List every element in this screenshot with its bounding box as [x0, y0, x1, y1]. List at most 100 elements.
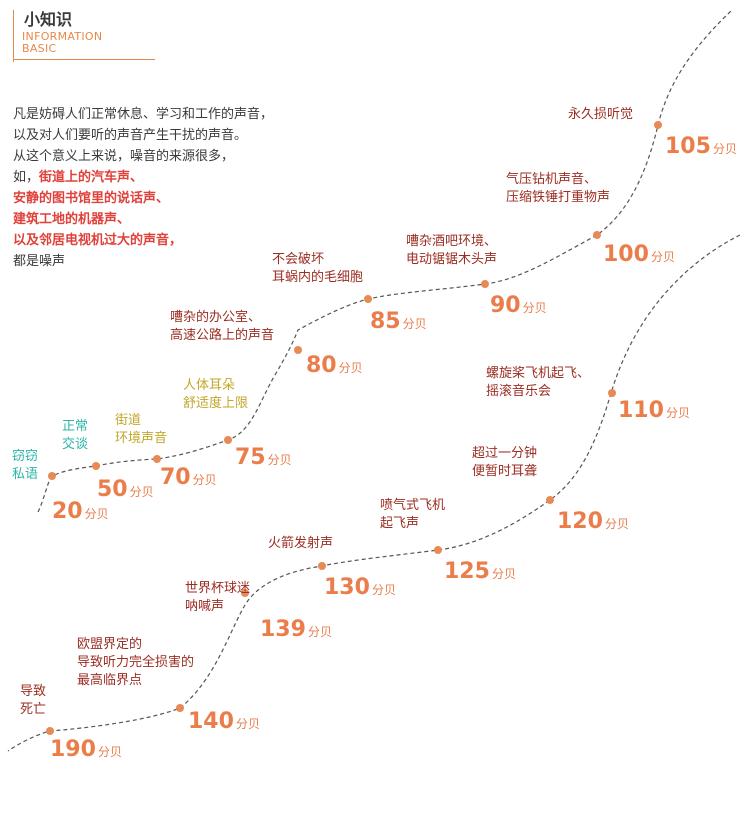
noise-source-label: 嘈杂的办公室、 高速公路上的声音 [170, 309, 274, 345]
decibel-number: 120 [557, 509, 603, 534]
intro-highlight: 街道上的汽车声、 [39, 170, 144, 185]
decibel-number: 50 [97, 477, 128, 502]
decibel-value: 20 分贝 [52, 500, 109, 526]
noise-source-label: 嘈杂酒吧环境、 电动锯锯木头声 [406, 233, 497, 269]
decibel-value: 125 分贝 [444, 560, 516, 586]
intro-line: 以及对人们要听的声音产生干扰的声音。 [13, 128, 248, 143]
decibel-value: 70 分贝 [160, 466, 217, 492]
noise-source-label-line: 嘈杂的办公室、 [170, 310, 262, 325]
point-dot [654, 121, 662, 129]
intro-line: 都是噪声 [13, 254, 66, 269]
noise-source-label-line: 永久损听觉 [568, 107, 634, 122]
intro-highlight: 安静的图书馆里的说话声、 [13, 191, 170, 206]
point-dot [364, 295, 372, 303]
intro-paragraph: 凡是妨碍人们正常休息、学习和工作的声音， 以及对人们要听的声音产生干扰的声音。 … [13, 104, 313, 272]
noise-source-label: 正常 交谈 [62, 418, 88, 454]
decibel-value: 139 分贝 [260, 618, 332, 644]
noise-source-label: 气压钻机声音、 压缩铁锤打重物声 [506, 171, 610, 207]
decibel-number: 70 [160, 465, 191, 490]
decibel-unit: 分贝 [97, 745, 122, 759]
noise-source-label: 世界杯球迷 呐喊声 [185, 580, 250, 616]
decibel-unit: 分贝 [402, 317, 427, 331]
noise-source-label-line: 正常 [62, 419, 89, 434]
noise-source-label: 导致 死亡 [20, 683, 46, 719]
decibel-number: 80 [306, 353, 337, 378]
decibel-unit: 分贝 [129, 485, 154, 499]
noise-source-label: 不会破坏耳蜗内的毛细胞 [272, 251, 363, 287]
noise-source-label-line: 交谈 [62, 437, 89, 452]
decibel-unit: 分贝 [604, 517, 629, 531]
noise-source-label-line: 耳蜗内的毛细胞 [272, 270, 364, 285]
decibel-number: 105 [665, 134, 711, 159]
decibel-value: 80 分贝 [306, 354, 363, 380]
noise-source-label: 火箭发射声 [268, 535, 333, 553]
decibel-number: 130 [324, 575, 370, 600]
decibel-number: 190 [50, 737, 96, 762]
point-dot [593, 231, 601, 239]
noise-source-label-line: 高速公路上的声音 [170, 328, 275, 343]
decibel-unit: 分贝 [235, 717, 260, 731]
noise-source-label-line: 不会破坏 [272, 252, 325, 267]
noise-source-label-line: 螺旋桨飞机起飞、 [486, 366, 591, 381]
noise-source-label-line: 导致听力完全损害的 [77, 655, 195, 670]
noise-source-label-line: 街道 [115, 413, 142, 428]
noise-source-label-line: 环境声音 [115, 431, 168, 446]
decibel-unit: 分贝 [307, 625, 332, 639]
point-dot [46, 727, 54, 735]
decibel-unit: 分贝 [84, 507, 109, 521]
decibel-number: 125 [444, 559, 490, 584]
point-dot [318, 562, 326, 570]
decibel-value: 75 分贝 [235, 446, 292, 472]
decibel-value: 50 分贝 [97, 478, 154, 504]
decibel-number: 75 [235, 445, 266, 470]
intro-line: 如，街道上的汽车声、 [13, 167, 313, 188]
header-subtitle: INFORMATION BASIC [22, 31, 102, 55]
intro-line-prefix: 如， [13, 170, 40, 185]
decibel-value: 90 分贝 [490, 294, 547, 320]
header-title: 小知识 [24, 10, 73, 29]
decibel-value: 120 分贝 [557, 510, 629, 536]
decibel-number: 139 [260, 617, 306, 642]
noise-source-label-line: 嘈杂酒吧环境、 [406, 234, 498, 249]
decibel-unit: 分贝 [371, 583, 396, 597]
noise-source-label-line: 超过一分钟 [472, 446, 538, 461]
decibel-unit: 分贝 [712, 142, 737, 156]
decibel-unit: 分贝 [522, 301, 547, 315]
intro-line: 从这个意义上来说，噪音的来源很多， [13, 149, 235, 164]
noise-source-label: 喷气式飞机 起飞声 [380, 497, 445, 533]
decibel-number: 90 [490, 293, 521, 318]
decibel-unit: 分贝 [650, 250, 675, 264]
decibel-number: 100 [603, 242, 649, 267]
decibel-number: 20 [52, 499, 83, 524]
decibel-number: 85 [370, 309, 401, 334]
decibel-value: 190 分贝 [50, 738, 122, 764]
noise-source-label-line: 私语 [12, 467, 39, 482]
header-vertical-rule [13, 10, 14, 62]
point-dot [434, 546, 442, 554]
decibel-unit: 分贝 [491, 567, 516, 581]
noise-source-label-line: 人体耳朵 [183, 378, 236, 393]
intro-highlight: 建筑工地的机器声、 [13, 212, 131, 227]
point-dot [176, 704, 184, 712]
decibel-unit: 分贝 [665, 406, 690, 420]
point-dot [294, 346, 302, 354]
point-dot [608, 389, 616, 397]
point-dot [546, 496, 554, 504]
decibel-value: 100 分贝 [603, 243, 675, 269]
point-dot [92, 462, 100, 470]
noise-source-label-line: 导致 [20, 684, 47, 699]
header-subtitle-line: BASIC [22, 42, 57, 55]
noise-source-label-line: 最高临界点 [77, 673, 143, 688]
noise-source-label-line: 电动锯锯木头声 [406, 252, 498, 267]
point-dot [153, 455, 161, 463]
noise-source-label-line: 舒适度上限 [183, 396, 249, 411]
noise-source-label: 人体耳朵 舒适度上限 [183, 377, 248, 413]
point-dots [46, 121, 662, 735]
noise-source-label-line: 喷气式飞机 [380, 498, 446, 513]
decibel-value: 105 分贝 [665, 135, 737, 161]
noise-source-label-line: 摇滚音乐会 [486, 384, 552, 399]
decibel-unit: 分贝 [267, 453, 292, 467]
noise-source-label-line: 起飞声 [380, 516, 420, 531]
noise-source-label: 欧盟界定的 导致听力完全损害的 最高临界点 [77, 636, 194, 690]
